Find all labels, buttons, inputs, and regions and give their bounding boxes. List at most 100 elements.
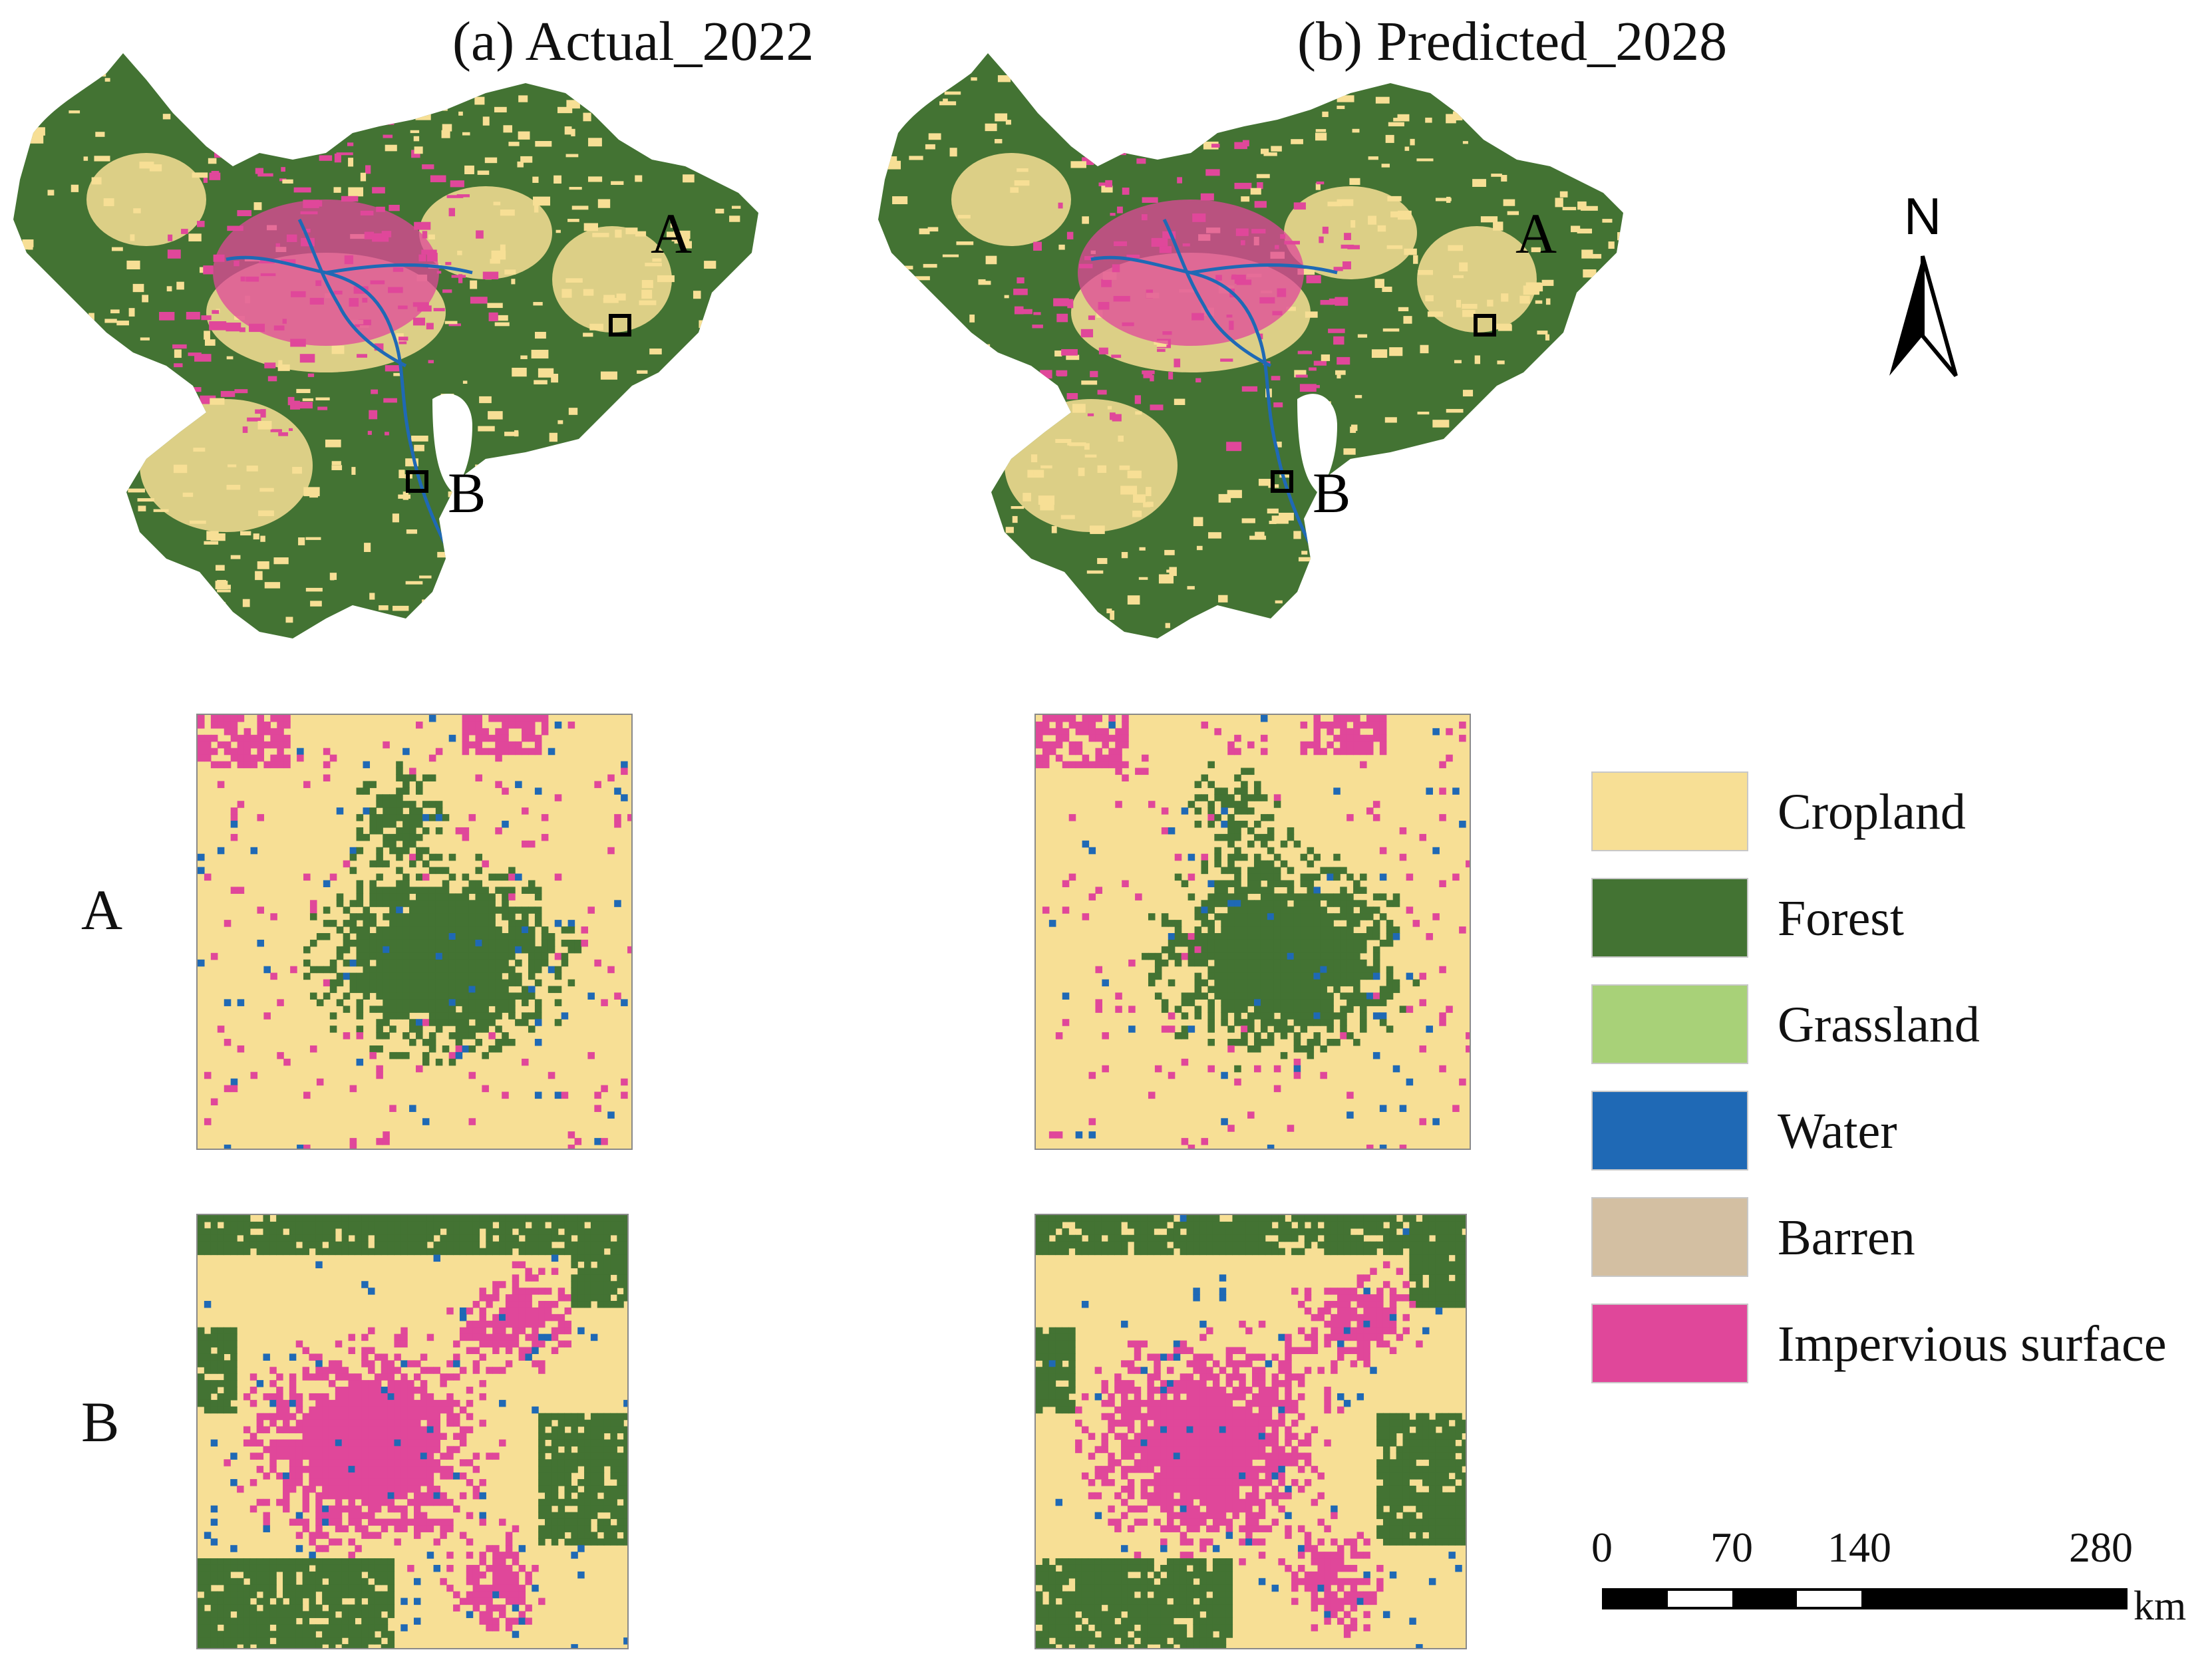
landcover-pixel — [269, 1459, 277, 1466]
landcover-pixel — [309, 1241, 316, 1249]
landcover-pixel — [1227, 939, 1235, 947]
landcover-pixel — [1412, 979, 1420, 987]
landcover-pixel — [1214, 853, 1221, 861]
inset-box-b[interactable] — [406, 470, 428, 493]
landcover-pixel — [407, 1426, 414, 1434]
landcover-pixel — [590, 1288, 598, 1295]
landcover-pixel — [505, 1307, 513, 1315]
landcover-fleck — [1241, 386, 1258, 392]
landcover-pixel — [420, 1466, 428, 1473]
landcover-pixel — [400, 1340, 408, 1348]
landcover-pixel — [309, 1439, 316, 1447]
landcover-pixel — [1068, 715, 1076, 722]
landcover-pixel — [1181, 1026, 1189, 1033]
landcover-fleck — [1622, 203, 1623, 207]
landcover-pixel — [1340, 906, 1347, 914]
landcover-fleck — [1053, 298, 1069, 307]
inset-box-a[interactable] — [609, 314, 631, 337]
landcover-pixel — [502, 1006, 509, 1013]
landcover-pixel — [237, 1564, 244, 1572]
landcover-pixel — [1036, 734, 1043, 742]
landcover-fleck — [212, 61, 226, 69]
landcover-pixel — [1154, 959, 1162, 967]
landcover-pixel — [402, 933, 410, 940]
landcover-pixel — [1201, 959, 1209, 967]
landcover-pixel — [363, 926, 371, 934]
landcover-pixel — [528, 986, 536, 994]
landcover-pixel — [1327, 721, 1334, 729]
overview-map-predicted: A B — [878, 53, 1623, 638]
landcover-pixel — [369, 986, 377, 994]
landcover-fleck — [1435, 198, 1452, 202]
landcover-pixel — [564, 1340, 571, 1348]
landcover-pixel — [1366, 966, 1374, 974]
landcover-fleck — [767, 304, 775, 313]
landcover-pixel — [623, 1261, 627, 1268]
landcover-pixel — [557, 1532, 565, 1539]
landcover-pixel — [335, 1241, 343, 1249]
landcover-pixel — [217, 781, 225, 788]
landcover-fleck — [144, 392, 160, 400]
landcover-pixel — [343, 939, 351, 947]
landcover-pixel — [368, 1439, 375, 1447]
landcover-pixel — [369, 827, 377, 835]
landcover-fleck — [1437, 82, 1446, 88]
landcover-fleck — [1599, 299, 1613, 309]
landcover-pixel — [335, 1221, 343, 1229]
landcover-pixel — [544, 1446, 552, 1453]
landcover-pixel — [428, 939, 436, 947]
landcover-pixel — [488, 979, 496, 987]
landcover-pixel — [571, 1485, 578, 1493]
landcover-pixel — [316, 1078, 324, 1086]
landcover-pixel — [1313, 926, 1321, 934]
landcover-pixel — [525, 1274, 532, 1282]
landcover-pixel — [495, 1039, 502, 1046]
landcover-pixel — [256, 1380, 264, 1387]
landcover-pixel — [198, 1360, 205, 1367]
landcover-pixel — [389, 794, 396, 801]
landcover-pixel — [387, 1505, 395, 1513]
landcover-pixel — [448, 972, 456, 980]
landcover-pixel — [355, 1564, 362, 1572]
landcover-fleck — [484, 157, 498, 164]
inset-box-a[interactable] — [1474, 314, 1496, 337]
landcover-pixel — [590, 1241, 598, 1249]
landcover-fleck — [1581, 249, 1593, 259]
landcover-pixel — [538, 1413, 546, 1421]
landcover-pixel — [522, 1012, 529, 1020]
landcover-fleck — [1456, 54, 1466, 61]
landcover-pixel — [1346, 1032, 1354, 1040]
landcover-fleck — [1120, 485, 1138, 495]
landcover-pixel — [508, 721, 516, 729]
landcover-pixel — [276, 1498, 283, 1506]
landcover-pixel — [270, 913, 277, 920]
landcover-pixel — [453, 1419, 460, 1427]
landcover-pixel — [230, 1387, 237, 1394]
landcover-fleck — [928, 61, 945, 68]
landcover-pixel — [532, 1307, 539, 1315]
landcover-pixel — [1360, 959, 1367, 967]
landcover-pixel — [224, 1373, 231, 1381]
landcover-fleck — [1571, 225, 1581, 233]
landcover-pixel — [475, 952, 482, 960]
landcover-pixel — [381, 1228, 389, 1236]
landcover-fleck — [251, 75, 259, 80]
landcover-fleck — [1487, 605, 1503, 609]
landcover-pixel — [1260, 966, 1268, 974]
landcover-pixel — [302, 1498, 310, 1506]
landcover-pixel — [341, 1393, 349, 1401]
landcover-pixel — [374, 1498, 382, 1506]
landcover-pixel — [488, 926, 496, 934]
landcover-pixel — [283, 721, 291, 729]
landcover-pixel — [283, 754, 291, 762]
inset-box-b[interactable] — [1271, 470, 1293, 493]
landcover-fleck — [1279, 474, 1291, 478]
landcover-pixel — [348, 1413, 355, 1421]
landcover-pixel — [1207, 807, 1215, 815]
landcover-pixel — [466, 1221, 474, 1229]
landcover-pixel — [515, 972, 522, 980]
landcover-pixel — [389, 999, 396, 1006]
landcover-fleck — [339, 134, 343, 140]
landcover-pixel — [479, 1552, 486, 1559]
landcover-fleck — [166, 380, 180, 388]
